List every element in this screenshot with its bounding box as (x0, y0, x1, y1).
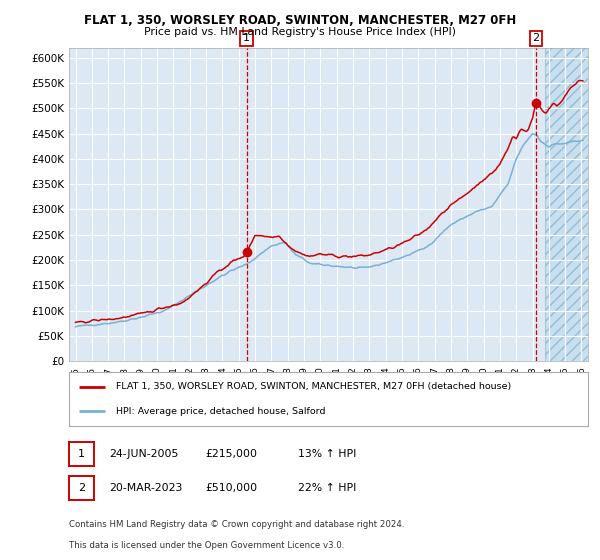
Text: £215,000: £215,000 (205, 449, 257, 459)
Text: FLAT 1, 350, WORSLEY ROAD, SWINTON, MANCHESTER, M27 0FH (detached house): FLAT 1, 350, WORSLEY ROAD, SWINTON, MANC… (116, 382, 511, 391)
Text: 13% ↑ HPI: 13% ↑ HPI (298, 449, 356, 459)
Text: 2: 2 (532, 34, 539, 44)
Text: 20-MAR-2023: 20-MAR-2023 (109, 483, 182, 493)
Text: 1: 1 (78, 449, 85, 459)
Text: FLAT 1, 350, WORSLEY ROAD, SWINTON, MANCHESTER, M27 0FH: FLAT 1, 350, WORSLEY ROAD, SWINTON, MANC… (84, 14, 516, 27)
Text: 24-JUN-2005: 24-JUN-2005 (109, 449, 179, 459)
Text: £510,000: £510,000 (205, 483, 257, 493)
Text: 22% ↑ HPI: 22% ↑ HPI (298, 483, 356, 493)
Text: This data is licensed under the Open Government Licence v3.0.: This data is licensed under the Open Gov… (69, 541, 344, 550)
Text: 2: 2 (78, 483, 85, 493)
Text: 1: 1 (243, 34, 250, 44)
Text: Contains HM Land Registry data © Crown copyright and database right 2024.: Contains HM Land Registry data © Crown c… (69, 520, 404, 529)
Text: HPI: Average price, detached house, Salford: HPI: Average price, detached house, Salf… (116, 407, 325, 416)
Text: Price paid vs. HM Land Registry's House Price Index (HPI): Price paid vs. HM Land Registry's House … (144, 27, 456, 37)
